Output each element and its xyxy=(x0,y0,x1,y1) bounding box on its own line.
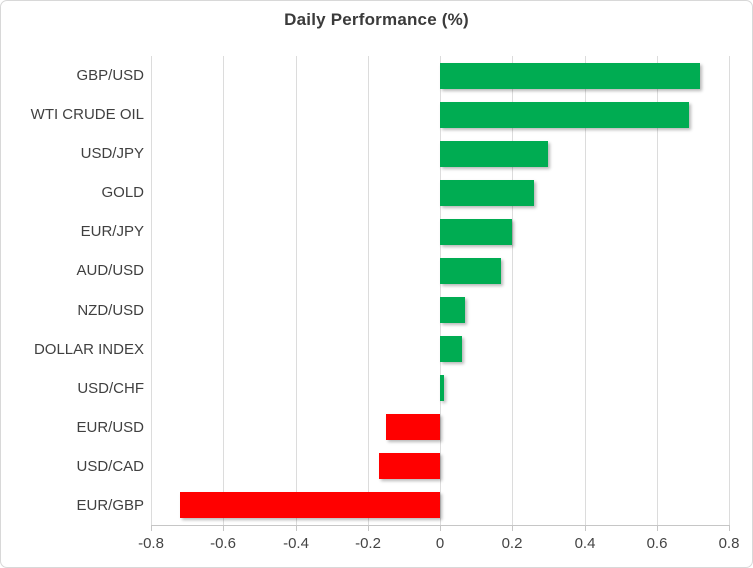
bar-gbp-usd xyxy=(440,62,700,89)
axis-tick xyxy=(512,525,513,531)
gridline xyxy=(657,56,658,525)
axis-tick xyxy=(223,525,224,531)
x-tick-label: -0.8 xyxy=(138,535,164,552)
gridline xyxy=(512,56,513,525)
category-label-aud-usd: AUD/USD xyxy=(76,262,144,280)
gridline xyxy=(151,56,152,525)
bar-eur-jpy xyxy=(440,218,512,245)
plot-area xyxy=(151,56,730,531)
category-label-usd-jpy: USD/JPY xyxy=(80,145,144,163)
bar-wti-crude-oil xyxy=(440,101,689,128)
chart-title: Daily Performance (%) xyxy=(284,10,469,29)
category-label-usd-chf: USD/CHF xyxy=(77,379,144,397)
category-label-eur-gbp: EUR/GBP xyxy=(76,496,144,514)
axis-tick xyxy=(296,525,297,531)
x-tick-label: 0.2 xyxy=(501,535,523,552)
axis-tick xyxy=(440,525,441,531)
x-tick-label: -0.2 xyxy=(355,535,381,552)
category-label-gbp-usd: GBP/USD xyxy=(76,67,144,85)
gridline xyxy=(296,56,297,525)
axis-tick xyxy=(368,525,369,531)
bar-nzd-usd xyxy=(440,297,465,324)
bar-eur-usd xyxy=(385,414,440,441)
gridline xyxy=(368,56,369,525)
axis-tick xyxy=(151,525,152,531)
category-label-dollar-index: DOLLAR INDEX xyxy=(33,340,144,358)
axis-tick xyxy=(729,525,730,531)
category-label-eur-jpy: EUR/JPY xyxy=(80,223,144,241)
bar-eur-gbp xyxy=(179,492,440,519)
bar-usd-cad xyxy=(378,453,440,480)
bar-usd-chf xyxy=(440,375,444,402)
bar-dollar-index xyxy=(440,336,462,363)
axis-tick xyxy=(585,525,586,531)
category-label-nzd-usd: NZD/USD xyxy=(77,301,144,319)
gridline xyxy=(729,56,730,525)
gridline xyxy=(440,56,441,525)
x-tick-label: 0 xyxy=(435,535,445,552)
x-tick-label: 0.4 xyxy=(574,535,596,552)
category-label-eur-usd: EUR/USD xyxy=(76,418,144,436)
category-label-wti-crude-oil: WTI CRUDE OIL xyxy=(30,106,144,124)
x-tick-label: -0.4 xyxy=(283,535,309,552)
bar-usd-jpy xyxy=(440,140,548,167)
x-tick-label: -0.6 xyxy=(210,535,236,552)
category-label-usd-cad: USD/CAD xyxy=(76,457,144,475)
x-tick-label: 0.6 xyxy=(646,535,668,552)
category-label-gold: GOLD xyxy=(101,184,144,202)
bar-gold xyxy=(440,179,534,206)
gridline xyxy=(223,56,224,525)
bar-aud-usd xyxy=(440,257,501,284)
x-tick-label: 0.8 xyxy=(718,535,740,552)
gridline xyxy=(585,56,586,525)
axis-tick xyxy=(657,525,658,531)
